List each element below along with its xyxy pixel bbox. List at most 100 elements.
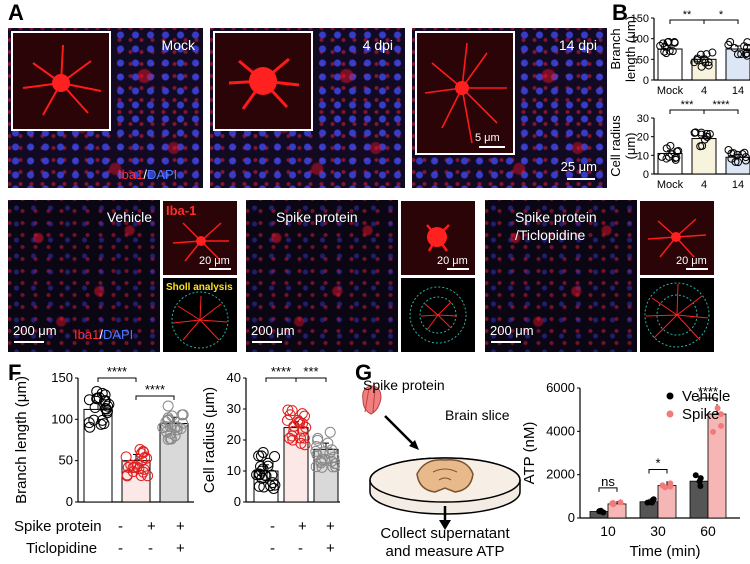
data-point bbox=[659, 39, 668, 48]
y-tick-label: 4000 bbox=[546, 423, 575, 438]
y-tick-label: 0 bbox=[643, 169, 649, 181]
y-axis-label: Cell radius (μm) bbox=[201, 387, 218, 493]
data-point bbox=[262, 457, 274, 469]
data-point bbox=[324, 426, 336, 438]
data-point bbox=[259, 469, 271, 481]
cell-ticl-5: - bbox=[298, 540, 303, 557]
arrow-icon bbox=[384, 415, 416, 447]
title-spike-ticlopidine-1: Spike protein bbox=[515, 209, 597, 225]
y-tick-label: 40 bbox=[227, 370, 241, 385]
data-point bbox=[737, 50, 746, 59]
data-point bbox=[315, 457, 327, 469]
data-point bbox=[666, 141, 675, 150]
data-point bbox=[727, 154, 736, 163]
data-point bbox=[268, 482, 280, 494]
data-point bbox=[93, 392, 105, 404]
data-point bbox=[121, 469, 133, 481]
microglia-cell-icon bbox=[228, 57, 300, 110]
y-axis-label: ATP (nM) bbox=[521, 422, 538, 485]
legend-label: Vehicle bbox=[682, 388, 730, 405]
legend-label: Spike bbox=[682, 406, 720, 423]
stain-dapi: DAPI bbox=[146, 167, 178, 182]
scale-label-a: 25 μm bbox=[560, 159, 597, 174]
y-tick-label: 0 bbox=[568, 510, 575, 525]
sholl-diagram-icon bbox=[171, 291, 229, 349]
cell-spike-3: + bbox=[176, 518, 185, 535]
micrograph-4dpi: 4 dpi bbox=[210, 28, 405, 188]
scale-label-d: 200 μm bbox=[251, 323, 295, 338]
x-tick-label: 4 bbox=[701, 179, 707, 191]
stain-sep: / bbox=[143, 167, 147, 182]
inset-scale-bar-e bbox=[686, 268, 708, 270]
stain-iba1: Iba1 bbox=[118, 167, 144, 182]
panel-label-g: G bbox=[355, 360, 373, 385]
y-tick-label: 30 bbox=[637, 113, 649, 125]
legend-marker bbox=[666, 410, 674, 418]
data-point bbox=[267, 477, 279, 489]
data-point bbox=[327, 461, 339, 473]
cell-ticl-2: - bbox=[148, 540, 153, 557]
data-point bbox=[83, 417, 95, 429]
significance-bracket bbox=[135, 395, 175, 400]
sholl-diagram-icon bbox=[409, 286, 467, 344]
data-point bbox=[702, 129, 711, 138]
stain-label-c: Iba1/DAPI bbox=[74, 328, 133, 342]
panel-label-f: F bbox=[8, 360, 22, 385]
significance-bracket bbox=[703, 19, 739, 24]
significance-label: **** bbox=[712, 100, 730, 111]
microglia-cell-icon bbox=[172, 222, 229, 262]
stain-iba1: Iba1 bbox=[74, 327, 100, 342]
data-point bbox=[733, 50, 742, 59]
data-point bbox=[253, 480, 265, 492]
title-vehicle: Vehicle bbox=[106, 209, 152, 225]
y-tick-label: 100 bbox=[631, 34, 649, 46]
bar bbox=[691, 138, 717, 175]
inset-scale-label-a: 5 μm bbox=[475, 132, 500, 144]
spike-protein-icon bbox=[362, 385, 382, 415]
significance-bracket bbox=[97, 377, 137, 382]
data-point bbox=[650, 496, 657, 503]
data-point bbox=[705, 130, 714, 139]
bar bbox=[607, 503, 627, 519]
data-point bbox=[131, 458, 143, 470]
data-point bbox=[177, 409, 189, 421]
data-point bbox=[702, 50, 711, 59]
y-tick-label: 0 bbox=[66, 494, 73, 509]
title-mock: Mock bbox=[161, 37, 195, 53]
cell-spike-6: + bbox=[326, 518, 335, 535]
inset-vehicle: Iba-1 20 μm bbox=[162, 200, 238, 276]
significance-bracket bbox=[598, 487, 618, 492]
data-point bbox=[265, 480, 277, 492]
y-tick-label: 10 bbox=[637, 150, 649, 162]
chart-f-left: 0 50 100 150 Branch length (μm) **** **** bbox=[13, 366, 194, 509]
data-point bbox=[662, 154, 671, 163]
diagram-caption-2: and measure ATP bbox=[386, 543, 505, 560]
data-point bbox=[160, 416, 172, 428]
data-point bbox=[698, 141, 707, 150]
data-point bbox=[326, 444, 338, 456]
microglia-cell-icon bbox=[426, 224, 450, 252]
significance-bracket bbox=[648, 469, 668, 474]
title-spike: Spike protein bbox=[276, 209, 358, 225]
condition-row-ticlopidine: Ticlopidine - - + - - + bbox=[26, 540, 336, 558]
data-point bbox=[743, 38, 750, 47]
sholl-vehicle: Sholl analysis bbox=[162, 277, 238, 353]
data-point bbox=[740, 148, 749, 157]
y-tick-label: 150 bbox=[631, 13, 649, 25]
bar bbox=[707, 413, 727, 519]
data-point bbox=[317, 446, 329, 458]
cell-spike-1: - bbox=[118, 518, 123, 535]
y-tick-label: 100 bbox=[51, 411, 73, 426]
cell-spike-4: - bbox=[270, 518, 275, 535]
data-point bbox=[120, 451, 132, 463]
data-point bbox=[734, 158, 743, 167]
x-tick-label: 14 bbox=[732, 85, 744, 96]
data-point bbox=[316, 461, 328, 473]
data-point bbox=[298, 432, 310, 444]
significance-label: **** bbox=[271, 366, 291, 379]
data-point bbox=[99, 389, 111, 401]
cell-spike-2: + bbox=[147, 518, 156, 535]
diagram-spike-label: Spike protein bbox=[363, 380, 445, 393]
